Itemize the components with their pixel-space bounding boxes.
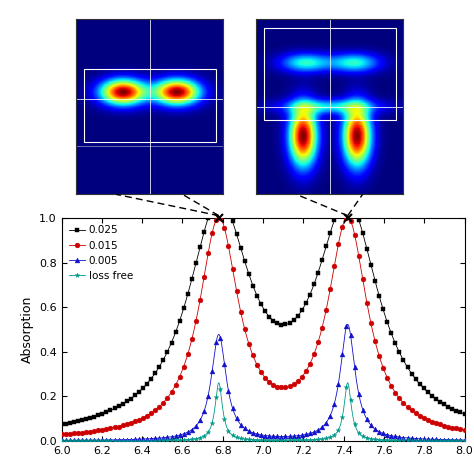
Bar bbox=[84, 69, 216, 143]
Y-axis label: Absorption: Absorption bbox=[20, 296, 34, 363]
Bar bbox=[264, 28, 396, 119]
Legend: 0.025, 0.015, 0.005, loss free: 0.025, 0.015, 0.005, loss free bbox=[67, 223, 135, 283]
